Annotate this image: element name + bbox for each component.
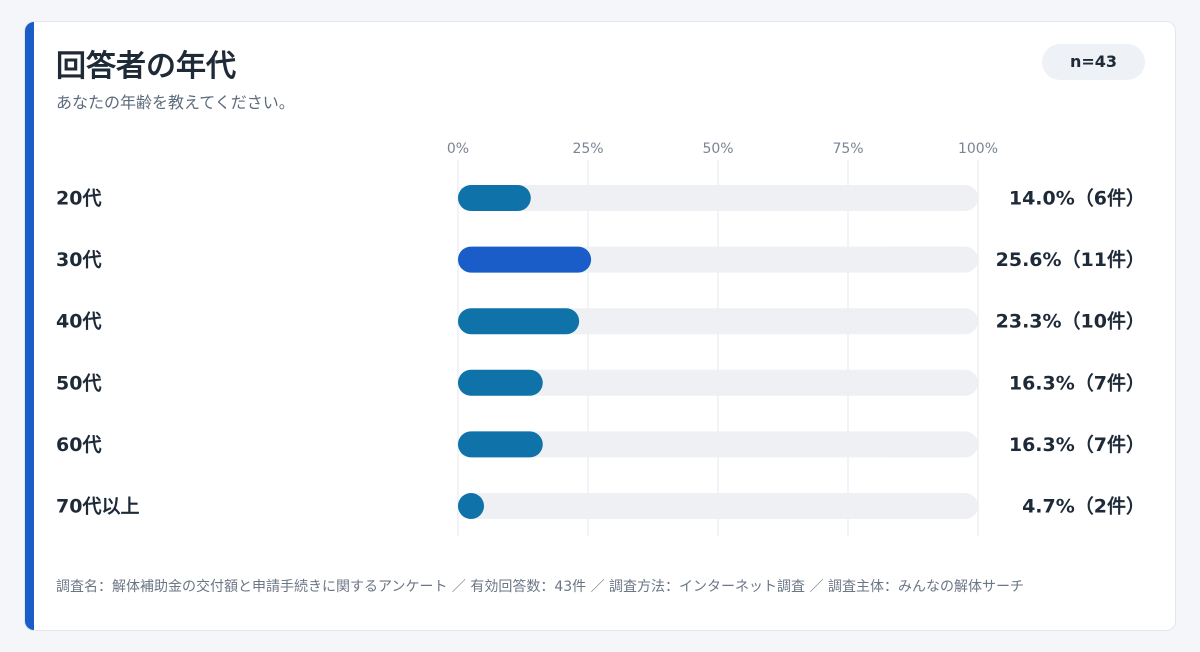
survey-footnote: 調査名：解体補助金の交付額と申請手続きに関するアンケート ／ 有効回答数：43件…	[56, 579, 1024, 595]
category-label: 30代	[56, 249, 101, 271]
x-tick-label: 50%	[702, 141, 733, 157]
category-label: 20代	[56, 188, 101, 210]
bar-track	[458, 308, 978, 335]
category-label: 50代	[56, 372, 101, 394]
bar-track	[458, 369, 978, 396]
category-label: 40代	[56, 311, 101, 333]
bar	[458, 246, 592, 273]
x-tick-label: 100%	[958, 141, 998, 157]
category-label: 60代	[56, 434, 101, 456]
bar-chart: 0% 25% 50% 75% 100% 20代 14.0%（6件） 30代 25.6%（11件）…	[56, 141, 1145, 536]
chart-subtitle: あなたの年齢を教えてください。	[56, 93, 295, 112]
x-tick-label: 75%	[832, 141, 863, 157]
bar	[458, 308, 580, 335]
bar	[458, 431, 543, 458]
bar-track	[458, 493, 978, 519]
value-label: 23.3%（10件）	[996, 310, 1145, 333]
bar-track	[458, 431, 978, 458]
value-label: 14.0%（6件）	[1009, 187, 1145, 210]
bar-track	[458, 185, 978, 211]
value-label: 25.6%（11件）	[996, 248, 1145, 271]
value-label: 16.3%（7件）	[1009, 433, 1145, 456]
bar	[458, 369, 543, 396]
bar	[458, 185, 531, 211]
value-label: 4.7%（2件）	[1022, 495, 1145, 518]
accent-bar	[25, 22, 34, 630]
chart-card: 回答者の年代 あなたの年齢を教えてください。 n=43 0% 25% 50% 75% 1…	[24, 21, 1176, 631]
bar	[458, 493, 484, 519]
value-label: 16.3%（7件）	[1009, 371, 1145, 394]
x-tick-label: 25%	[572, 141, 603, 157]
category-label: 70代以上	[56, 496, 139, 518]
chart-title: 回答者の年代	[56, 49, 236, 84]
x-tick-label: 0%	[447, 141, 469, 157]
sample-size-badge: n=43	[1042, 44, 1145, 80]
